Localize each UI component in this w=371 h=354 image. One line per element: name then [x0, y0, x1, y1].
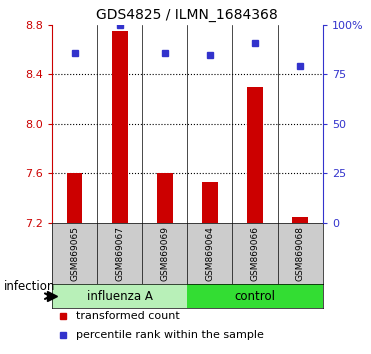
- Bar: [157, 173, 173, 223]
- Bar: [292, 217, 308, 223]
- Text: percentile rank within the sample: percentile rank within the sample: [76, 330, 264, 339]
- Bar: [67, 173, 82, 223]
- Bar: [52, 284, 187, 308]
- Text: GSM869067: GSM869067: [115, 226, 124, 281]
- Bar: [112, 31, 128, 223]
- Bar: [187, 284, 323, 308]
- Bar: [202, 182, 218, 223]
- Text: GSM869065: GSM869065: [70, 226, 79, 281]
- Text: GSM869066: GSM869066: [250, 226, 260, 281]
- Text: infection: infection: [4, 280, 55, 293]
- Title: GDS4825 / ILMN_1684368: GDS4825 / ILMN_1684368: [96, 8, 278, 22]
- Text: GSM869069: GSM869069: [160, 226, 169, 281]
- Bar: [247, 87, 263, 223]
- Text: control: control: [234, 290, 276, 303]
- Text: influenza A: influenza A: [87, 290, 152, 303]
- Text: GSM869064: GSM869064: [206, 226, 214, 281]
- Text: transformed count: transformed count: [76, 311, 180, 321]
- Text: GSM869068: GSM869068: [296, 226, 305, 281]
